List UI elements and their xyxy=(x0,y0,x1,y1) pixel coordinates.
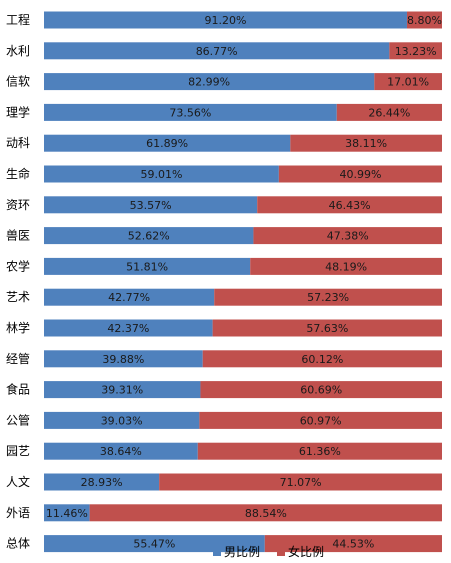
bar-female xyxy=(406,11,442,29)
labels-group: 工程 91.20% 8.80% 水利 86.77% 13.23% 信软 82.99% 17.01… xyxy=(6,12,442,551)
category-label: 总体 xyxy=(6,537,30,551)
data-label-female: 60.12% xyxy=(301,353,343,366)
data-label-female: 60.69% xyxy=(300,384,342,397)
bar-male xyxy=(44,196,258,214)
bar-male xyxy=(44,11,407,29)
category-label: 艺术 xyxy=(6,290,30,304)
category-label: 动科 xyxy=(6,136,30,150)
data-label-female: 57.63% xyxy=(306,322,348,335)
category-label: 农学 xyxy=(6,258,30,273)
bar-female xyxy=(212,319,442,337)
data-label-female: 8.80% xyxy=(407,14,442,27)
data-label-male: 86.77% xyxy=(196,45,238,58)
bar-female xyxy=(200,381,442,399)
bars-group xyxy=(44,11,442,553)
bar-female xyxy=(89,504,442,522)
data-label-female: 47.38% xyxy=(327,230,369,243)
bar-female xyxy=(290,134,442,152)
data-label-female: 60.97% xyxy=(300,414,342,427)
data-label-male: 42.77% xyxy=(108,291,150,304)
category-label: 资环 xyxy=(6,198,30,212)
bar-female xyxy=(336,103,442,121)
category-label: 理学 xyxy=(6,104,30,119)
bar-male xyxy=(44,134,291,152)
data-label-female: 40.99% xyxy=(339,168,381,181)
category-label: 生命 xyxy=(6,166,30,181)
data-label-female: 26.44% xyxy=(368,106,410,119)
bar-male xyxy=(44,257,251,275)
data-label-male: 53.57% xyxy=(130,199,172,212)
data-label-male: 55.47% xyxy=(133,538,175,551)
bar-male xyxy=(44,103,337,121)
data-label-male: 11.46% xyxy=(46,507,88,520)
bar-male xyxy=(44,227,254,245)
bar-female xyxy=(389,42,442,60)
data-label-female: 88.54% xyxy=(245,507,287,520)
bar-male xyxy=(44,442,198,460)
legend-label-female: 女比例 xyxy=(288,544,324,559)
data-label-male: 51.81% xyxy=(126,260,168,273)
bar-female xyxy=(278,165,442,183)
category-label: 水利 xyxy=(6,44,30,58)
category-label: 信软 xyxy=(6,75,30,89)
category-label: 外语 xyxy=(6,506,30,520)
data-label-female: 13.23% xyxy=(395,45,437,58)
category-label: 人文 xyxy=(6,474,30,489)
bar-female xyxy=(253,227,442,245)
bar-female xyxy=(374,73,442,91)
bar-male xyxy=(44,535,265,553)
bar-female xyxy=(264,535,442,553)
bar-female xyxy=(250,257,442,275)
data-label-male: 38.64% xyxy=(100,445,142,458)
category-label: 食品 xyxy=(6,382,30,397)
data-label-female: 44.53% xyxy=(332,538,374,551)
bar-male xyxy=(44,381,201,399)
data-label-male: 59.01% xyxy=(140,168,182,181)
bar-male xyxy=(44,73,375,91)
data-label-female: 46.43% xyxy=(329,199,371,212)
category-label: 经管 xyxy=(6,351,30,366)
data-label-female: 71.07% xyxy=(280,476,322,489)
bar-male xyxy=(44,165,279,183)
data-label-male: 39.31% xyxy=(101,384,143,397)
legend-swatch-female xyxy=(277,548,285,556)
data-label-female: 38.11% xyxy=(345,137,387,150)
bar-female xyxy=(214,288,442,306)
bar-male xyxy=(44,411,200,429)
bar-male xyxy=(44,504,90,522)
legend-label-male: 男比例 xyxy=(224,545,260,559)
legend-swatch-male xyxy=(213,548,221,556)
bar-female xyxy=(199,411,442,429)
category-label: 兽医 xyxy=(6,229,30,243)
data-label-female: 17.01% xyxy=(387,76,429,89)
data-label-male: 91.20% xyxy=(205,14,247,27)
category-label: 园艺 xyxy=(6,444,30,458)
data-label-female: 48.19% xyxy=(325,260,367,273)
bar-female xyxy=(197,442,442,460)
data-label-male: 39.03% xyxy=(101,414,143,427)
bar-male xyxy=(44,473,160,491)
legend: 男比例 女比例 xyxy=(213,544,324,559)
bar-male xyxy=(44,288,215,306)
data-label-male: 39.88% xyxy=(102,353,144,366)
category-label: 公管 xyxy=(6,412,30,427)
data-label-male: 28.93% xyxy=(81,476,123,489)
data-label-male: 52.62% xyxy=(128,230,170,243)
data-label-female: 57.23% xyxy=(307,291,349,304)
data-label-female: 61.36% xyxy=(299,445,341,458)
data-label-male: 42.37% xyxy=(107,322,149,335)
data-label-male: 73.56% xyxy=(169,106,211,119)
bar-male xyxy=(44,350,203,368)
category-label: 林学 xyxy=(6,320,30,335)
bar-male xyxy=(44,42,390,60)
category-label: 工程 xyxy=(6,12,30,27)
bar-male xyxy=(44,319,213,337)
data-label-male: 82.99% xyxy=(188,76,230,89)
bar-female xyxy=(202,350,442,368)
data-label-male: 61.89% xyxy=(146,137,188,150)
bar-female xyxy=(257,196,442,214)
bar-female xyxy=(159,473,442,491)
